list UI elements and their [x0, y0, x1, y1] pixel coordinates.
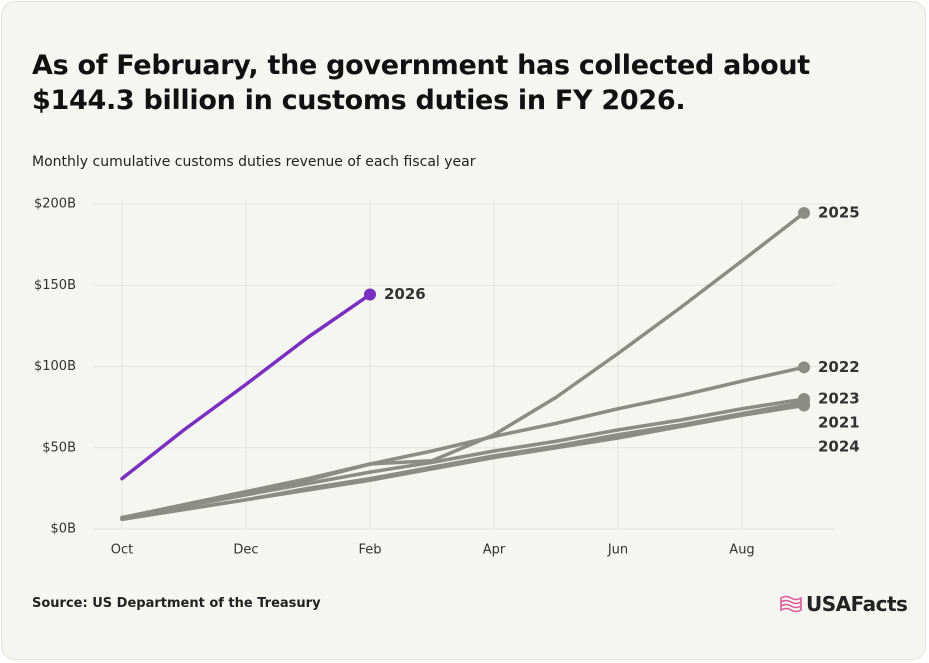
end-marker [364, 288, 376, 301]
series-line [120, 211, 806, 520]
x-tick-label: Apr [483, 543, 506, 558]
y-tick-label: $100B [34, 359, 76, 374]
brand-logo: USAFacts [806, 592, 908, 616]
x-tick-label: Jun [607, 543, 628, 558]
source-note: Source: US Department of the Treasury [32, 596, 321, 611]
series-label: 2026 [384, 285, 426, 303]
y-tick-label: $0B [51, 522, 76, 537]
x-tick-label: Feb [358, 543, 381, 558]
series-label: 2024 [818, 438, 860, 456]
series-line [120, 365, 806, 520]
series-label: 2023 [818, 390, 860, 408]
x-tick-label: Aug [729, 543, 754, 558]
y-tick-label: $150B [34, 278, 76, 293]
end-marker [798, 399, 810, 412]
x-tick-label: Oct [111, 543, 133, 558]
series-label: 2022 [818, 358, 860, 376]
x-tick-label: Dec [233, 543, 258, 558]
end-marker [798, 361, 810, 374]
series-label: 2025 [818, 203, 860, 221]
series-line [120, 397, 806, 520]
end-marker [798, 206, 810, 219]
y-tick-label: $50B [42, 440, 76, 455]
series-line [120, 292, 372, 481]
flag-icon [780, 595, 802, 613]
series-label: 2021 [818, 414, 860, 432]
chart-subtitle: Monthly cumulative customs duties revenu… [32, 154, 476, 170]
y-tick-label: $200B [34, 197, 76, 212]
series-line [120, 403, 806, 521]
chart-title: As of February, the government has colle… [32, 50, 810, 116]
